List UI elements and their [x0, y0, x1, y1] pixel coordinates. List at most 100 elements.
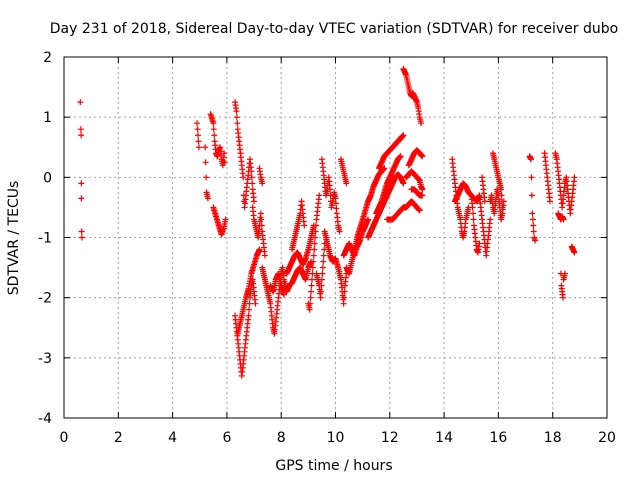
data-point [527, 156, 534, 163]
data-point [78, 180, 85, 187]
data-point [233, 108, 240, 115]
data-point [78, 195, 85, 202]
data-point [318, 276, 325, 283]
data-points [77, 66, 578, 379]
data-point [340, 300, 347, 307]
y-tick-label: -4 [38, 411, 52, 427]
data-point [310, 252, 317, 259]
data-point [257, 210, 264, 217]
data-point [343, 180, 350, 187]
data-point [222, 216, 229, 223]
data-point [481, 198, 488, 205]
data-point [195, 138, 202, 145]
data-point [258, 216, 265, 223]
data-point [308, 288, 315, 295]
data-point [529, 216, 536, 223]
data-point [248, 168, 255, 175]
data-point [301, 222, 308, 229]
data-point [77, 99, 84, 106]
data-point [397, 153, 404, 160]
data-point [341, 294, 348, 301]
data-point [308, 276, 315, 283]
x-tick-label: 16 [489, 430, 507, 446]
data-point [499, 204, 506, 211]
y-axis-label: SDTVAR / TECUs [6, 181, 22, 296]
data-point [400, 180, 407, 187]
data-point [318, 282, 325, 289]
data-point [221, 159, 228, 166]
data-point [252, 300, 259, 307]
data-point [280, 291, 287, 298]
x-tick-label: 10 [327, 430, 345, 446]
data-point [332, 195, 339, 202]
x-tick-label: 14 [435, 430, 453, 446]
data-point [307, 300, 314, 307]
data-point [256, 246, 263, 253]
x-tick-label: 0 [60, 430, 69, 446]
data-point [240, 174, 247, 181]
data-point [246, 306, 253, 313]
data-point [311, 240, 318, 247]
y-axis-ticks: -4 -3 -2 -1 0 1 2 [38, 50, 607, 427]
x-tick-label: 6 [222, 430, 231, 446]
data-point [470, 216, 477, 223]
y-tick-label: -3 [38, 351, 52, 367]
data-point [248, 174, 255, 181]
data-point [476, 240, 483, 247]
x-tick-label: 4 [168, 430, 177, 446]
x-tick-label: 2 [114, 430, 123, 446]
y-tick-label: -1 [38, 231, 52, 247]
data-point [221, 150, 228, 157]
data-point [202, 159, 209, 166]
data-point [318, 288, 325, 295]
y-tick-label: 2 [43, 50, 52, 66]
data-point [419, 153, 426, 160]
data-point [194, 126, 201, 133]
data-point [194, 132, 201, 139]
data-point [308, 282, 315, 289]
data-point [307, 294, 314, 301]
y-tick-label: 0 [43, 170, 52, 186]
data-point [530, 222, 537, 229]
data-point [365, 216, 372, 223]
x-axis-label: GPS time / hours [275, 458, 392, 474]
data-point [470, 210, 477, 217]
data-point [498, 192, 505, 199]
data-point [530, 228, 537, 235]
data-point [561, 270, 568, 277]
data-point [498, 186, 505, 193]
data-point [487, 216, 494, 223]
data-point [249, 180, 256, 187]
data-point [203, 174, 210, 181]
data-point [233, 114, 240, 121]
data-point [261, 252, 268, 259]
data-point [320, 252, 327, 259]
data-point [418, 120, 425, 127]
data-point [332, 200, 339, 207]
data-point [309, 264, 316, 271]
chart-title: Day 231 of 2018, Sidereal Day-to-day VTE… [50, 21, 618, 37]
data-point [204, 195, 211, 202]
data-point [78, 132, 85, 139]
data-point [251, 198, 258, 205]
x-tick-label: 20 [598, 430, 616, 446]
data-point [499, 198, 506, 205]
data-point [194, 120, 201, 127]
data-point [419, 192, 426, 199]
data-point [211, 132, 218, 139]
data-point [210, 120, 217, 127]
data-point [310, 258, 317, 265]
data-point [571, 249, 578, 256]
data-point [419, 186, 426, 193]
data-point [78, 228, 85, 235]
data-point [319, 270, 326, 277]
x-tick-label: 8 [277, 430, 286, 446]
data-point [400, 132, 407, 139]
data-point [560, 294, 567, 301]
data-point [202, 144, 209, 151]
data-point [469, 204, 476, 211]
data-point [234, 120, 241, 127]
data-point [336, 228, 343, 235]
